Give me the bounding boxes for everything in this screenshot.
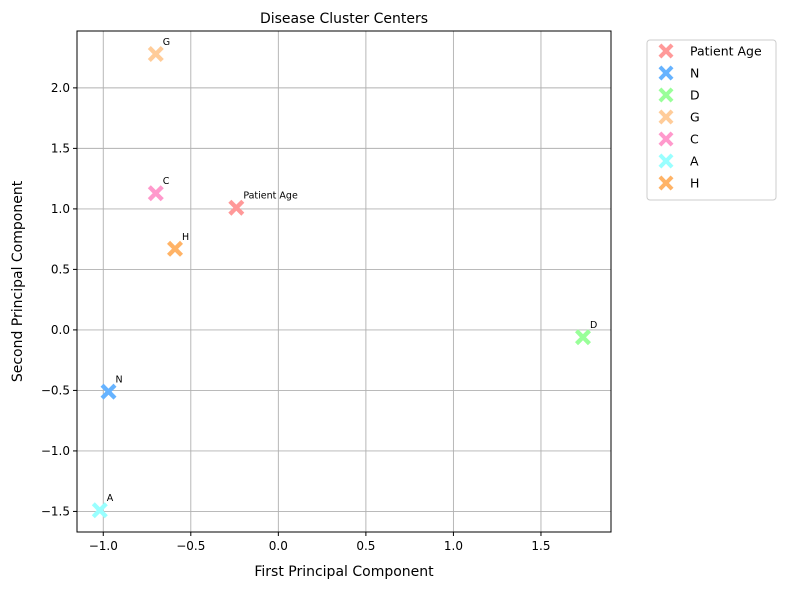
point-label: A bbox=[107, 493, 114, 504]
point-label: C bbox=[163, 176, 170, 187]
plot-area-frame bbox=[76, 30, 612, 533]
y-tick-label: 2.0 bbox=[51, 81, 70, 95]
y-axis-title: Second Principal Component bbox=[10, 180, 26, 382]
point-labels: Patient Age N D G C A H bbox=[107, 37, 598, 504]
legend-marker bbox=[658, 131, 674, 147]
scatter-point bbox=[575, 329, 591, 346]
legend-marker bbox=[658, 43, 674, 59]
legend-marker bbox=[658, 65, 674, 81]
y-axis-ticks: −1.5 −1.0 −0.5 0.0 0.5 1.0 1.5 2.0 bbox=[41, 81, 77, 518]
legend-label: H bbox=[690, 176, 699, 191]
scatter-points bbox=[91, 46, 591, 519]
point-label: D bbox=[590, 320, 597, 331]
x-tick-label: −1.0 bbox=[89, 539, 118, 553]
x-axis-title: First Principal Component bbox=[254, 564, 434, 580]
chart-title: Disease Cluster Centers bbox=[260, 11, 428, 27]
point-label: Patient Age bbox=[243, 191, 298, 202]
scatter-point bbox=[147, 185, 164, 202]
legend-label: A bbox=[690, 154, 699, 169]
legend-label: C bbox=[690, 132, 699, 147]
legend-label: N bbox=[690, 66, 699, 81]
legend-marker bbox=[658, 175, 674, 191]
x-tick-label: 1.0 bbox=[444, 539, 463, 553]
scatter-point bbox=[147, 46, 164, 62]
scatter-point bbox=[100, 383, 117, 400]
x-axis-ticks: −1.0 −0.5 0.0 0.5 1.0 1.5 bbox=[89, 532, 551, 553]
x-tick-label: 0.0 bbox=[269, 539, 288, 553]
y-tick-label: −1.5 bbox=[41, 504, 70, 518]
point-label: H bbox=[182, 232, 189, 243]
legend-marker bbox=[658, 153, 674, 169]
scatter-point bbox=[167, 240, 183, 257]
scatter-point bbox=[91, 502, 108, 519]
point-label: G bbox=[163, 37, 170, 48]
legend-label: Patient Age bbox=[690, 44, 762, 59]
y-tick-label: 1.0 bbox=[51, 202, 70, 216]
legend-marker bbox=[658, 87, 674, 103]
legend-marker bbox=[658, 109, 674, 125]
legend-label: D bbox=[690, 88, 700, 103]
x-tick-label: 1.5 bbox=[531, 539, 550, 553]
x-tick-label: 0.5 bbox=[356, 539, 375, 553]
legend-label: G bbox=[690, 110, 700, 125]
scatter-point bbox=[228, 199, 245, 216]
grid bbox=[77, 31, 611, 532]
x-tick-label: −0.5 bbox=[176, 539, 205, 553]
y-tick-label: −1.0 bbox=[41, 444, 70, 458]
point-label: N bbox=[116, 375, 123, 386]
y-tick-label: 0.0 bbox=[51, 323, 70, 337]
y-tick-label: 1.5 bbox=[51, 141, 70, 155]
y-tick-label: −0.5 bbox=[41, 383, 70, 397]
legend-frame bbox=[646, 39, 777, 201]
y-tick-label: 0.5 bbox=[51, 262, 70, 276]
